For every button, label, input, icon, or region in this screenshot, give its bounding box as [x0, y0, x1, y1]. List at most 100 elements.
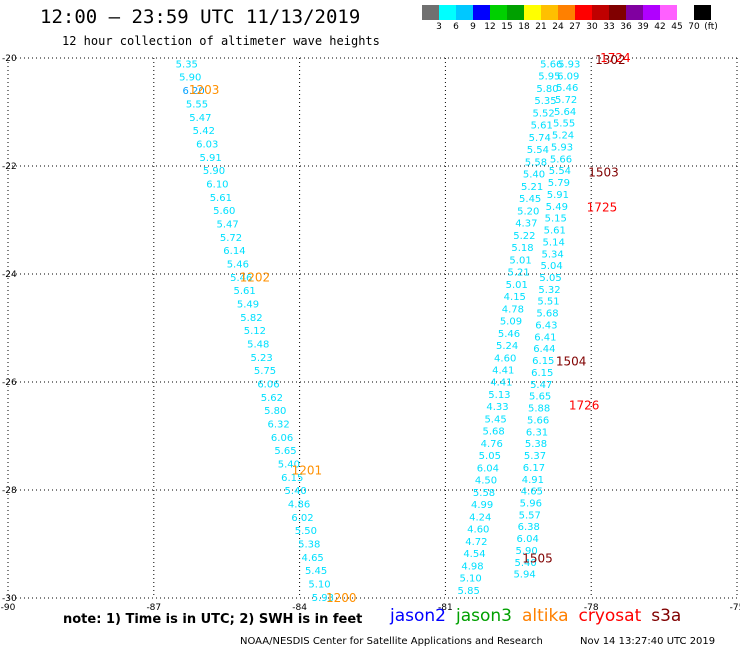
track-b-value: 5.05 [479, 451, 501, 462]
y-tick-label: -24 [2, 270, 17, 280]
track-c-value: 5.94 [513, 570, 535, 581]
x-tick-label: -90 [1, 603, 16, 613]
legend-label: (ft) [704, 22, 718, 32]
track-a-value: 6.15 [281, 473, 303, 484]
satellite-legend: jason2 jason3 altika cryosat s3a [390, 606, 691, 626]
legend-label: 15 [501, 22, 513, 32]
track-c-value: 5.14 [543, 237, 565, 248]
note-text: note: 1) Time is in UTC; 2) SWH is in fe… [63, 612, 363, 627]
track-a-value: 5.91 [199, 153, 221, 164]
satellite-name: jason2 [390, 606, 446, 626]
track-a-value: 5.90 [203, 166, 225, 177]
track-a-value: 5.61 [210, 193, 232, 204]
track-c-value: 5.65 [529, 392, 551, 403]
track-c-value: 6.31 [526, 427, 548, 438]
legend-swatch [643, 5, 660, 20]
track-c-value: 6.17 [523, 463, 545, 474]
track-b-value: 4.41 [492, 366, 514, 377]
track-b-value: 5.52 [532, 108, 554, 119]
time-label-altika: 1202 [240, 271, 271, 285]
track-b-value: 4.54 [463, 549, 485, 560]
track-a-value: 5.47 [189, 113, 211, 124]
track-b-value: 4.15 [504, 292, 526, 303]
track-b-value: 5.01 [509, 255, 531, 266]
track-b-value: 5.35 [534, 96, 556, 107]
track-c-value: 5.46 [556, 83, 578, 94]
x-tick-label: -81 [438, 603, 453, 613]
track-b-value: 5.46 [498, 329, 520, 340]
track-a-value: 5.72 [220, 233, 242, 244]
track-a-value: 5.80 [264, 406, 286, 417]
y-tick-label: -28 [2, 486, 17, 496]
track-a-value: 6.14 [223, 246, 245, 257]
legend-swatch [473, 5, 490, 20]
track-b-value: 4.37 [515, 219, 537, 230]
legend-swatch [575, 5, 592, 20]
track-b-value: 5.01 [506, 280, 528, 291]
track-c-value: 4.91 [522, 475, 544, 486]
legend-swatch [660, 5, 677, 20]
track-b-value: 4.50 [475, 476, 497, 487]
track-b-value: 4.24 [469, 512, 491, 523]
track-c-value: 6.15 [531, 368, 553, 379]
track-b-value: 5.61 [531, 121, 553, 132]
time-label-cryosat: 1724 [600, 51, 631, 65]
satellite-name: s3a [651, 606, 682, 626]
legend-label: 70 [688, 22, 700, 32]
track-c-value: 5.91 [547, 190, 569, 201]
track-c-value: 6.41 [534, 332, 556, 343]
track-b-value: 5.68 [483, 427, 505, 438]
x-tick-label: -78 [584, 603, 599, 613]
track-b-value: 4.99 [471, 500, 493, 511]
time-label-altika: 1201 [292, 463, 323, 477]
track-a-value: 5.55 [186, 99, 208, 110]
track-a-value: 5.40 [278, 460, 300, 471]
track-b-value: 6.04 [477, 463, 499, 474]
track-a-value: 5.60 [213, 206, 235, 217]
track-a-value: 5.12 [244, 326, 266, 337]
track-c-value: 5.57 [519, 510, 541, 521]
track-c-value: 5.51 [537, 297, 559, 308]
color-scale-legend [422, 5, 711, 20]
track-a-value: 5.46 [227, 259, 249, 270]
track-a-value: 5.48 [247, 339, 269, 350]
satellite-name: cryosat [578, 606, 642, 626]
legend-label: 6 [453, 22, 459, 32]
legend-swatch [524, 5, 541, 20]
legend-label: 3 [436, 22, 442, 32]
track-c-value: 5.66 [550, 154, 572, 165]
time-label-altika: 1200 [326, 591, 357, 605]
track-b-value: 4.33 [486, 402, 508, 413]
time-label-s3a: 1504 [556, 354, 587, 368]
track-c-value: 5.04 [540, 261, 562, 272]
track-c-value: 5.37 [524, 451, 546, 462]
legend-label: 45 [671, 22, 683, 32]
track-b-value: 4.41 [490, 378, 512, 389]
track-a-value: 5.35 [176, 59, 198, 70]
track-b-value: 5.66 [540, 59, 562, 70]
track-b-value: 5.95 [538, 72, 560, 83]
y-tick-label: -20 [2, 54, 17, 64]
legend-swatch [507, 5, 524, 20]
track-a-value: 5.42 [193, 126, 215, 137]
footer-timestamp: Nov 14 13:27:40 UTC 2019 [580, 636, 716, 647]
track-c-value: 5.68 [536, 309, 558, 320]
legend-swatch [609, 5, 626, 20]
track-b-value: 4.60 [467, 525, 489, 536]
track-c-value: 6.04 [517, 534, 539, 545]
track-c-value: 5.32 [538, 285, 560, 296]
track-c-value: 6.38 [518, 522, 540, 533]
track-a-value: 5.93 [312, 593, 334, 604]
track-a-value: 5.45 [305, 566, 327, 577]
track-a-value: 5.62 [261, 393, 283, 404]
legend-label: 36 [620, 22, 632, 32]
track-b-value: 5.18 [511, 243, 533, 254]
track-c-value: 5.54 [549, 166, 571, 177]
legend-swatch [694, 5, 711, 20]
legend-label: 24 [552, 22, 564, 32]
track-a-value: 4.65 [302, 553, 324, 564]
legend-label: 18 [518, 22, 530, 32]
track-c-value: 6.09 [557, 71, 579, 82]
satellite-name: altika [522, 606, 569, 626]
